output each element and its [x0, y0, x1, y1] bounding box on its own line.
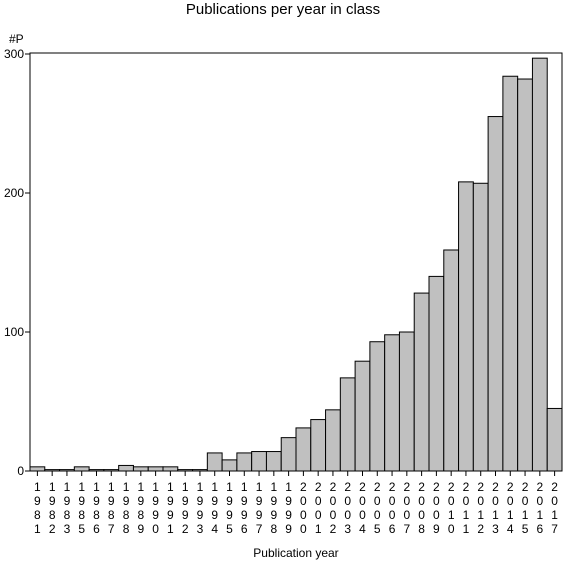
- bar-2004: [354, 360, 371, 472]
- bar-1981: [29, 466, 46, 472]
- bar-1989: [132, 466, 149, 472]
- bar-1990: [147, 466, 164, 472]
- y-tick-label: 200: [4, 186, 24, 200]
- x-axis: 1 9 8 1 1 9 8 2 1 9 8 3 1 9 8 5 1 9 8 6 1 9 8 7 1 9 8 8 1 9 8 9 1 9 9 0 1 9 9 1…: [34, 471, 558, 536]
- bar-2006: [384, 334, 400, 472]
- bar-2008: [413, 292, 430, 472]
- bar-1997: [251, 451, 267, 472]
- bar-1995: [221, 459, 238, 472]
- bar-2002: [325, 409, 341, 472]
- bars-group: [29, 57, 563, 472]
- plot-frame: [29, 52, 563, 472]
- bar-1998: [265, 451, 282, 472]
- bar-2013: [487, 116, 504, 472]
- x-axis-label: Publication year: [253, 546, 338, 560]
- bar-1999: [280, 437, 297, 472]
- bar-2010: [443, 249, 460, 472]
- bar-2005: [369, 341, 386, 472]
- bar-1996: [236, 452, 253, 472]
- bar-2015: [517, 78, 533, 472]
- y-tick-label: 300: [4, 47, 24, 61]
- y-tick-label: 0: [17, 464, 24, 478]
- bar-2012: [472, 182, 489, 472]
- bar-1988: [118, 464, 134, 472]
- bar-2007: [398, 331, 415, 472]
- bar-1985: [73, 466, 90, 472]
- bar-2014: [502, 75, 519, 472]
- bar-2003: [339, 377, 356, 472]
- bar-2009: [428, 275, 445, 472]
- y-tick-label: 100: [4, 325, 24, 339]
- bar-1991: [162, 466, 179, 472]
- y-axis-label: #P: [9, 32, 24, 46]
- bar-2011: [458, 181, 474, 472]
- y-axis: 0 100 200 300: [4, 47, 30, 478]
- bar-2000: [295, 427, 312, 472]
- bar-2017: [546, 407, 563, 472]
- bar-1994: [206, 452, 223, 472]
- bar-2001: [310, 419, 327, 472]
- bar-2016: [531, 57, 548, 472]
- chart-title: Publications per year in class: [186, 1, 380, 18]
